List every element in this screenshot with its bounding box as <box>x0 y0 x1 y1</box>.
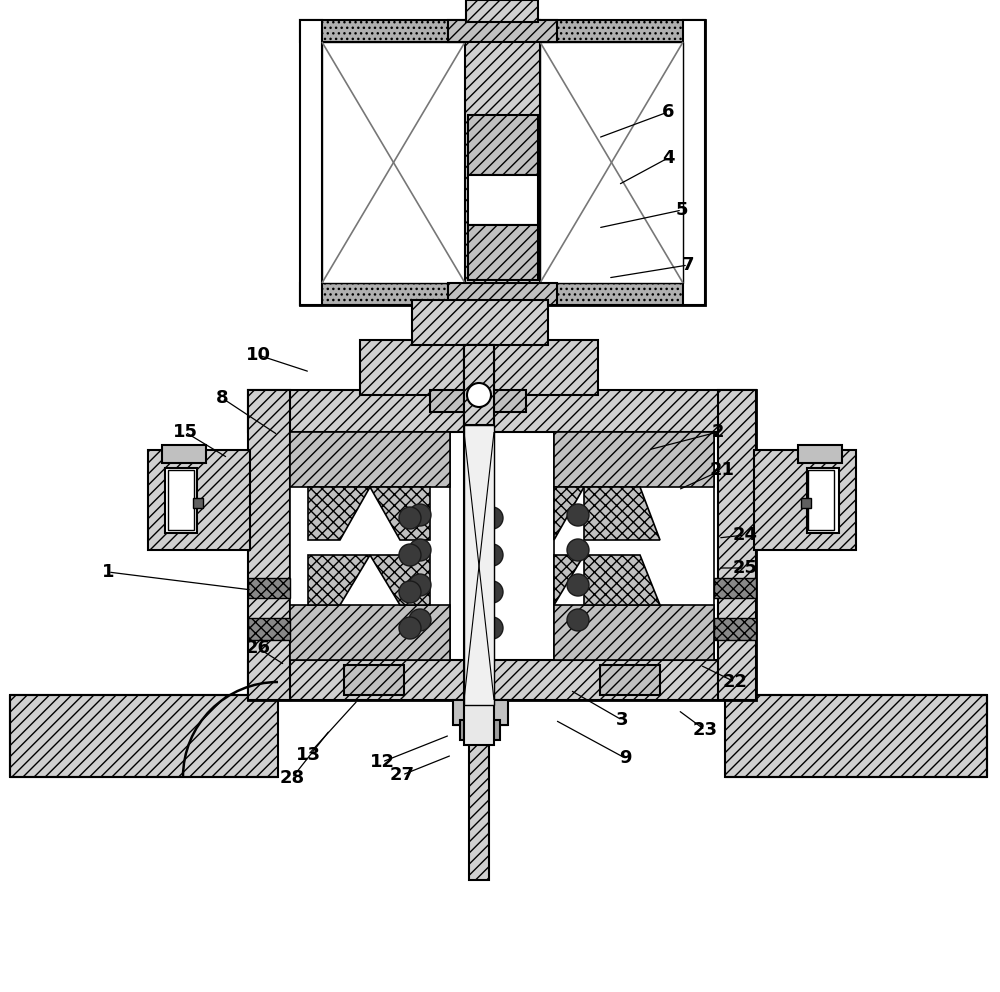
Bar <box>725 695 987 777</box>
Polygon shape <box>370 555 430 605</box>
Bar <box>300 20 322 305</box>
Polygon shape <box>308 555 370 605</box>
Text: 3: 3 <box>616 711 628 729</box>
Bar <box>798 445 842 463</box>
Text: 8: 8 <box>216 389 228 407</box>
Bar <box>469 700 489 880</box>
Bar <box>193 498 203 508</box>
Polygon shape <box>584 487 660 540</box>
Circle shape <box>409 574 431 596</box>
Bar <box>554 432 714 660</box>
Polygon shape <box>308 487 370 540</box>
Bar <box>453 700 508 725</box>
Bar <box>412 300 548 345</box>
Bar <box>300 20 705 42</box>
Circle shape <box>567 539 589 561</box>
Bar <box>808 470 834 530</box>
Text: 4: 4 <box>662 149 674 167</box>
Bar <box>807 468 839 533</box>
Bar <box>248 578 290 598</box>
Bar <box>248 390 756 700</box>
Bar <box>600 665 660 695</box>
Bar <box>554 605 714 660</box>
Circle shape <box>399 617 421 639</box>
Circle shape <box>467 383 491 407</box>
Circle shape <box>399 581 421 603</box>
Bar <box>714 618 756 640</box>
Bar <box>290 432 450 487</box>
Polygon shape <box>584 555 660 605</box>
Circle shape <box>399 507 421 529</box>
Bar <box>466 0 538 22</box>
Bar <box>10 695 278 777</box>
Circle shape <box>481 544 503 566</box>
Text: 12: 12 <box>370 753 394 771</box>
Text: 9: 9 <box>619 749 631 767</box>
Bar <box>468 225 538 280</box>
Bar <box>448 20 557 42</box>
Text: 10: 10 <box>246 346 270 364</box>
Bar <box>801 498 811 508</box>
Bar <box>248 390 290 700</box>
Bar <box>464 345 494 425</box>
Bar <box>468 115 538 175</box>
Bar <box>754 450 856 550</box>
Circle shape <box>567 574 589 596</box>
Bar <box>718 390 756 700</box>
Circle shape <box>567 609 589 631</box>
Bar <box>465 20 540 305</box>
Bar <box>162 445 206 463</box>
Text: 13: 13 <box>296 746 320 764</box>
Text: 6: 6 <box>662 103 674 121</box>
Text: 25: 25 <box>732 559 758 577</box>
Bar <box>540 42 683 283</box>
Circle shape <box>567 504 589 526</box>
Circle shape <box>409 504 431 526</box>
Bar <box>248 618 290 640</box>
Text: 27: 27 <box>390 766 415 784</box>
Bar <box>248 660 756 700</box>
Text: 7: 7 <box>682 256 694 274</box>
Circle shape <box>481 507 503 529</box>
Bar <box>460 720 500 740</box>
Bar <box>148 450 250 550</box>
Bar <box>300 283 705 305</box>
Bar <box>464 425 494 705</box>
Bar <box>165 468 197 533</box>
Bar <box>168 470 194 530</box>
Circle shape <box>409 609 431 631</box>
Polygon shape <box>554 555 584 605</box>
Bar <box>468 175 538 225</box>
Bar <box>683 20 705 305</box>
Circle shape <box>399 544 421 566</box>
Text: 24: 24 <box>732 526 758 544</box>
Bar <box>464 345 494 745</box>
Bar <box>714 578 756 598</box>
Bar <box>290 432 450 660</box>
Bar <box>300 20 705 305</box>
Text: 21: 21 <box>710 461 734 479</box>
Text: 15: 15 <box>173 423 198 441</box>
Polygon shape <box>370 487 430 540</box>
Bar <box>248 390 756 432</box>
Circle shape <box>409 539 431 561</box>
Bar <box>344 665 404 695</box>
Text: 2: 2 <box>712 423 724 441</box>
Bar <box>448 283 557 305</box>
Circle shape <box>481 581 503 603</box>
Text: 28: 28 <box>279 769 305 787</box>
Text: 1: 1 <box>102 563 114 581</box>
Text: 5: 5 <box>676 201 688 219</box>
Polygon shape <box>554 487 584 540</box>
Bar <box>290 605 450 660</box>
Bar <box>322 42 465 283</box>
Bar <box>430 390 526 412</box>
Bar <box>360 340 598 395</box>
Text: 22: 22 <box>722 673 748 691</box>
Circle shape <box>481 617 503 639</box>
Bar <box>554 432 714 487</box>
Text: 26: 26 <box>246 639 270 657</box>
Text: 23: 23 <box>692 721 718 739</box>
